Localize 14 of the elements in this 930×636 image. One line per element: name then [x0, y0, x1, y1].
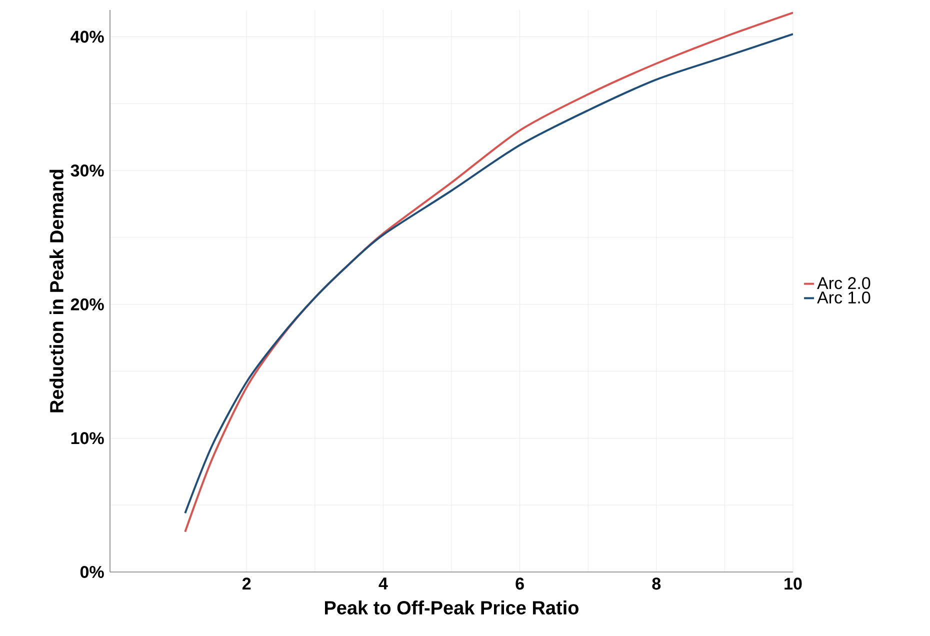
y-axis-title: Reduction in Peak Demand [49, 170, 64, 412]
legend-label: Arc 1.0 [817, 291, 870, 304]
x-tick-label: 10 [784, 578, 802, 590]
y-tick-label: 20% [70, 298, 104, 310]
y-tick-label: 10% [71, 432, 104, 444]
y-tick-label: 0% [80, 566, 104, 578]
x-tick-label: 8 [652, 578, 661, 590]
x-tick-label: 2 [242, 578, 251, 590]
x-tick-label: 6 [516, 578, 524, 590]
x-tick-label: 4 [378, 578, 388, 590]
legend-label: Arc 2.0 [817, 277, 870, 290]
y-tick-label: 40% [70, 30, 104, 43]
x-axis-title: Peak to Off-Peak Price Ratio [325, 600, 578, 615]
y-tick-label: 30% [70, 164, 104, 177]
